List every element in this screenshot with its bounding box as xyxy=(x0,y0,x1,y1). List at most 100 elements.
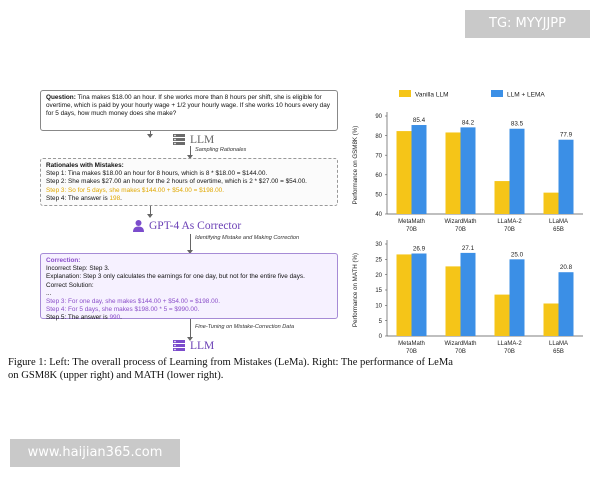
corrector-label: GPT-4 As Corrector xyxy=(149,219,242,232)
x-tick-label: 65B xyxy=(553,227,564,233)
y-tick-label: 25 xyxy=(375,258,382,264)
arrow-corrector-correction xyxy=(187,234,193,254)
data-label: 77.9 xyxy=(560,132,573,139)
data-label: 84.2 xyxy=(462,119,475,126)
data-label: 85.4 xyxy=(413,117,426,124)
x-tick-label: 70B xyxy=(504,349,515,355)
correction-line: ... xyxy=(46,289,52,297)
identify-label: Identifying Mistake and Making Correctio… xyxy=(195,235,300,241)
gpt4-corrector: GPT-4 As Corrector xyxy=(132,219,241,232)
legend-label: LLM + LEMA xyxy=(507,92,545,99)
bar-lema xyxy=(411,125,427,214)
caption-line-1b: Learning from Mistakes (LeMa). Right: Th… xyxy=(169,357,453,368)
y-tick-label: 10 xyxy=(375,304,382,310)
correction-title: Correction: xyxy=(46,257,81,264)
correction-line: Incorrect Step: Step 3. xyxy=(46,265,110,273)
sampling-label: Sampling Rationales xyxy=(195,147,247,153)
data-label: 27.1 xyxy=(462,245,475,252)
y-tick-label: 70 xyxy=(375,153,382,159)
x-tick-label: WizardMath xyxy=(444,219,476,225)
x-tick-label: 70B xyxy=(455,349,466,355)
data-label: 25.0 xyxy=(511,251,524,258)
data-label: 20.8 xyxy=(560,264,573,271)
correction-box: Correction: Incorrect Step: Step 3. Expl… xyxy=(40,253,338,322)
bar-lema xyxy=(509,259,525,336)
y-tick-label: 90 xyxy=(375,114,382,120)
bar-lema xyxy=(460,252,476,336)
x-tick-label: LLaMA-2 xyxy=(497,219,522,225)
legend-swatch xyxy=(399,90,411,97)
bar-lema xyxy=(558,272,574,336)
data-label: 26.9 xyxy=(413,246,426,253)
bar-vanilla xyxy=(396,254,412,336)
arrow-correction-llm xyxy=(187,319,193,341)
llm2-label: LLM xyxy=(190,339,215,352)
correction-line: Step 4: For 5 days, she makes $198.00 * … xyxy=(46,306,200,314)
bar-vanilla xyxy=(445,266,461,336)
rationale-step: Step 1: Tina makes $18.00 an hour for 8 … xyxy=(46,170,268,178)
caption-line-2: on GSM8K (upper right) and MATH (lower r… xyxy=(8,370,224,381)
bar-lema xyxy=(509,128,525,214)
llm-finetuned: LLM xyxy=(172,339,214,352)
y-tick-label: 30 xyxy=(375,242,382,248)
x-tick-label: LLaMA xyxy=(549,219,568,225)
y-tick-label: 20 xyxy=(375,273,382,279)
bar-vanilla xyxy=(543,192,559,214)
x-tick-label: MetaMath xyxy=(398,219,425,225)
y-tick-label: 40 xyxy=(375,212,382,218)
correction-line: Explanation: Step 3 only calculates the … xyxy=(46,273,305,281)
bar-vanilla xyxy=(494,294,510,336)
llm-label: LLM xyxy=(190,133,215,146)
watermark-top: TG: MYYJJPP xyxy=(465,10,590,38)
finetune-label: Fine-Tuning on Mistake-Correction Data xyxy=(195,324,295,330)
correction-line: Correct Solution: xyxy=(46,281,94,289)
rationale-title: Rationales with Mistakes: xyxy=(46,162,124,169)
x-tick-label: LLaMA-2 xyxy=(497,341,522,347)
y-tick-label: 5 xyxy=(379,319,383,325)
question-text: Tina makes $18.00 an hour. If she works … xyxy=(46,94,330,118)
y-axis-label: Performance on GSM8K (%) xyxy=(352,126,359,205)
wrong-answer: 198 xyxy=(109,194,121,202)
watermark-bottom: www.haijian365.com xyxy=(10,439,180,467)
arrow-rationales-corrector xyxy=(147,206,153,218)
bar-lema xyxy=(460,127,476,214)
x-tick-label: 70B xyxy=(455,227,466,233)
bar-lema xyxy=(558,139,574,214)
y-tick-label: 15 xyxy=(375,288,382,294)
bar-lema xyxy=(411,253,427,336)
bar-vanilla xyxy=(445,132,461,214)
y-tick-label: 0 xyxy=(379,334,383,340)
correct-answer: 990 xyxy=(109,314,121,322)
rationale-step: Step 2: She makes $27.00 an hour for the… xyxy=(46,178,307,186)
y-axis-label: Performance on MATH (%) xyxy=(352,253,359,327)
math-chart: 0 5 10 15 20 25 30 Performance on MATH (%) 26.9 M… xyxy=(352,240,583,355)
legend-swatch xyxy=(491,90,503,97)
bar-vanilla xyxy=(494,181,510,214)
data-label: 83.5 xyxy=(511,121,524,128)
y-tick-label: 60 xyxy=(375,173,382,179)
server-icon xyxy=(173,340,185,351)
gsm8k-chart: Vanilla LLM LLM + LEMA 40 50 60 70 80 90 Perform… xyxy=(352,90,583,233)
x-tick-label: MetaMath xyxy=(398,341,425,347)
server-icon xyxy=(173,134,185,145)
llm-model: LLM xyxy=(172,133,214,146)
arrow-question-llm xyxy=(147,131,153,138)
rationale-step: Step 4: The answer is xyxy=(46,194,110,202)
legend-label: Vanilla LLM xyxy=(415,92,448,99)
rationales-box: Rationales with Mistakes: Step 1: Tina m… xyxy=(40,158,338,206)
person-icon xyxy=(133,220,144,232)
x-tick-label: 70B xyxy=(504,227,515,233)
bar-vanilla xyxy=(543,303,559,336)
question-label: Question: xyxy=(46,94,76,101)
x-tick-label: 70B xyxy=(406,227,417,233)
arrow-llm-rationales xyxy=(187,146,193,159)
correction-line: Step 5: The answer is xyxy=(46,314,110,322)
bar-vanilla xyxy=(396,131,412,214)
question-box: Question: Tina makes $18.00 an hour. If … xyxy=(40,90,338,131)
caption-line-1a: Figure 1: Left: The overall process of xyxy=(8,357,170,368)
x-tick-label: 65B xyxy=(553,349,564,355)
figure-caption: Figure 1: Left: The overall process of L… xyxy=(8,356,593,382)
x-tick-label: LLaMA xyxy=(549,341,568,347)
y-tick-label: 80 xyxy=(375,134,382,140)
x-tick-label: 70B xyxy=(406,349,417,355)
